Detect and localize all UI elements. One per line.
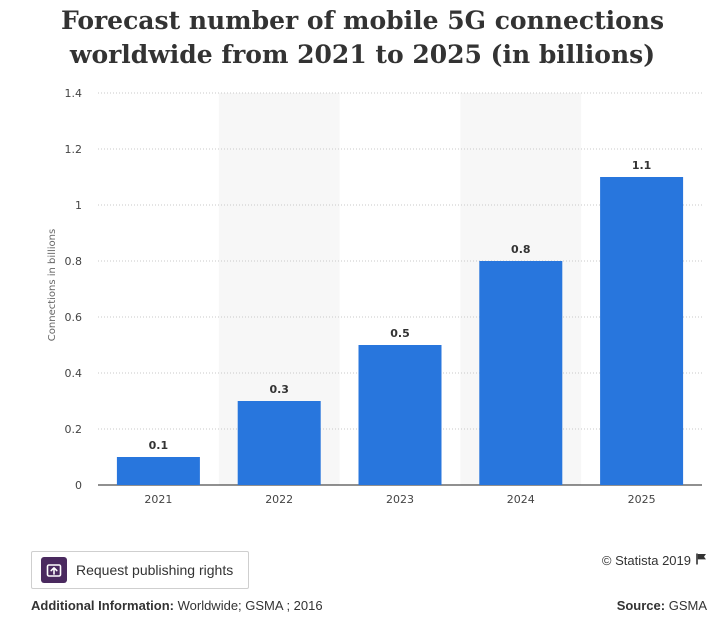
data-label: 1.1	[632, 159, 652, 172]
bar[interactable]	[479, 261, 563, 485]
x-tick-label: 2025	[628, 493, 656, 506]
flag-icon[interactable]	[696, 553, 707, 568]
y-axis-label: Connections in billions	[47, 229, 58, 341]
x-tick-label: 2021	[144, 493, 172, 506]
y-axis-ticks: 0 0.2 0.4 0.6 0.8 1 1.2 1.4	[65, 87, 83, 492]
bars	[116, 177, 684, 485]
copyright[interactable]: © Statista 2019	[602, 553, 707, 568]
bar[interactable]	[600, 177, 684, 485]
y-tick-label: 0.4	[65, 367, 83, 380]
rights-button-label: Request publishing rights	[76, 562, 234, 578]
data-label: 0.1	[149, 439, 169, 452]
data-label: 0.5	[390, 327, 410, 340]
y-tick-label: 0	[75, 479, 82, 492]
y-tick-label: 1.2	[65, 143, 83, 156]
additional-info-label: Additional Information:	[31, 598, 174, 613]
source-value: GSMA	[665, 598, 707, 613]
publish-rights-icon	[41, 557, 67, 583]
y-tick-label: 1	[75, 199, 82, 212]
y-tick-label: 1.4	[65, 87, 83, 100]
request-publishing-rights-button[interactable]: Request publishing rights	[31, 551, 249, 589]
bar[interactable]	[116, 457, 200, 485]
source-label: Source:	[616, 598, 666, 613]
source[interactable]: Source: GSMA	[617, 598, 707, 613]
data-label: 0.3	[269, 383, 289, 396]
copyright-text: © Statista 2019	[601, 553, 691, 568]
additional-info-value: Worldwide; GSMA ; 2016	[173, 598, 323, 613]
data-labels: 0.1 0.3 0.5 0.8 1.1	[149, 159, 652, 452]
additional-information: Additional Information: Worldwide; GSMA …	[31, 598, 323, 613]
bar[interactable]	[358, 345, 442, 485]
bar-chart: 0 0.2 0.4 0.6 0.8 1 1.2 1.4 0.1 0.3 0.5 0.8 1.1 202…	[47, 87, 702, 506]
x-tick-label: 2022	[265, 493, 293, 506]
y-tick-label: 0.2	[65, 423, 83, 436]
y-tick-label: 0.8	[65, 255, 83, 268]
bar[interactable]	[237, 401, 321, 485]
x-tick-label: 2024	[507, 493, 535, 506]
x-tick-label: 2023	[386, 493, 414, 506]
x-axis-ticks: 2021 2022 2023 2024 2025	[144, 493, 655, 506]
y-tick-label: 0.6	[65, 311, 83, 324]
data-label: 0.8	[511, 243, 531, 256]
chart-title: Forecast number of mobile 5G connections…	[60, 6, 665, 69]
